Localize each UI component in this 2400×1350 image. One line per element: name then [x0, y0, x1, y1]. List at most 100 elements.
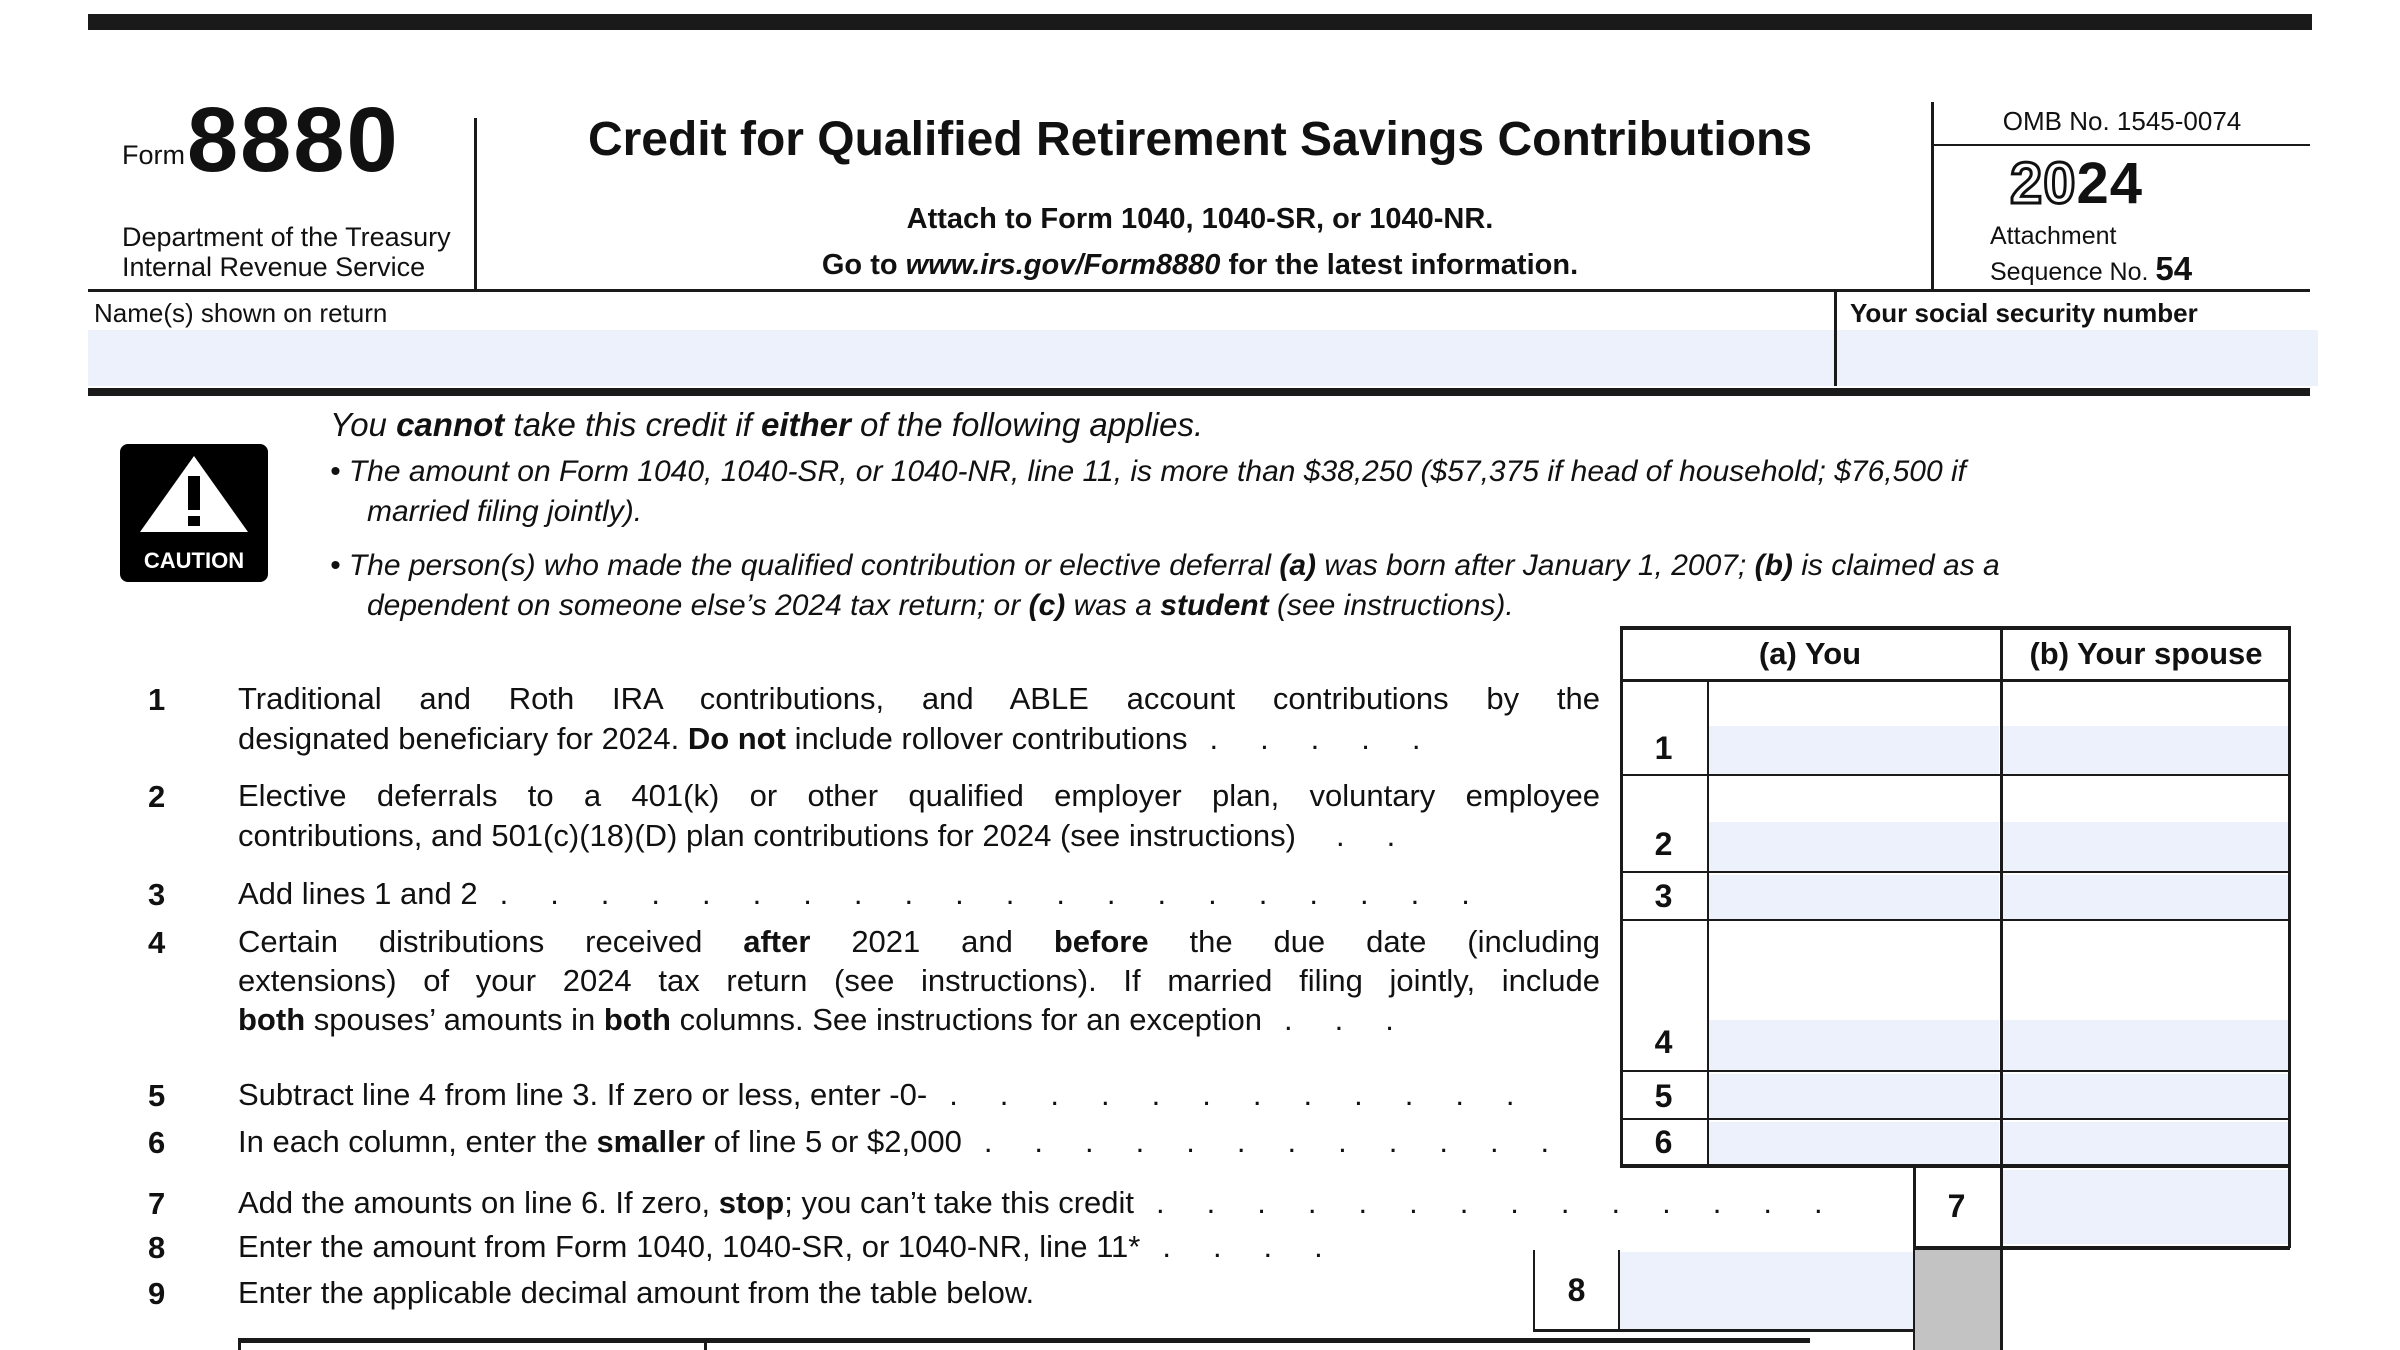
section-rule [88, 388, 2310, 396]
grid-line [1620, 626, 2290, 630]
line6-field-b[interactable] [2002, 1122, 2288, 1164]
omb-underline [1931, 144, 2310, 146]
omb-number: OMB No. 1545-0074 [2002, 106, 2242, 136]
grid-line [1913, 1250, 1915, 1350]
line5-field-b[interactable] [2002, 1074, 2288, 1118]
line1-field-a[interactable] [1709, 726, 1999, 774]
dot-leader: ............ [983, 1124, 1592, 1159]
dot-leader: .... [1162, 1229, 1365, 1264]
line2-field-a[interactable] [1709, 822, 1999, 871]
decimal-table-top-border [238, 1338, 1810, 1343]
ssn-label: Your social security number [1850, 298, 2198, 328]
caution-icon: CAUTION [120, 444, 268, 587]
line6-field-a[interactable] [1709, 1122, 1999, 1164]
grid-line [1620, 919, 2290, 921]
line5-field-a[interactable] [1709, 1074, 1999, 1118]
line9-text: Enter the applicable decimal amount from… [238, 1275, 1035, 1310]
attach-instruction: Attach to Form 1040, 1040-SR, or 1040-NR… [906, 203, 1494, 235]
grid-line [1620, 1118, 2290, 1120]
line4-number: 4 [148, 925, 166, 960]
form-number: 8880 [187, 89, 400, 191]
line4-field-a[interactable] [1709, 1020, 1999, 1070]
caution-bullet1-line1: • The amount on Form 1040, 1040-SR, or 1… [330, 455, 1966, 488]
line5-box-number: 5 [1654, 1078, 1673, 1114]
line6-number: 6 [148, 1125, 166, 1160]
grid-line [1620, 1070, 2290, 1072]
line4-box-number: 4 [1654, 1024, 1673, 1060]
grid-line [1913, 1246, 2290, 1250]
grid-line [1533, 1250, 1535, 1331]
column-header-a: (a) You [1758, 636, 1862, 671]
line3-box-number: 3 [1654, 878, 1673, 914]
line2-number: 2 [148, 779, 166, 814]
grid-line [1620, 774, 2290, 776]
line2-text-2: contributions, and 501(c)(18)(D) plan co… [238, 818, 1438, 853]
caution-bullet2-line2: dependent on someone else’s 2024 tax ret… [367, 589, 1514, 622]
line5-text: Subtract line 4 from line 3. If zero or … [238, 1077, 1557, 1112]
dot-leader: ..... [1209, 721, 1463, 756]
grid-line [704, 1343, 707, 1350]
caution-bullet1-line2: married filing jointly). [367, 495, 643, 528]
agency-line-1: Department of the Treasury [122, 222, 451, 252]
grid-line [1707, 679, 1709, 1166]
line4-text-2: extensions) of your 2024 tax return (see… [238, 963, 1600, 998]
name-label: Name(s) shown on return [94, 298, 388, 328]
grid-line [2000, 626, 2003, 1350]
line6-box-number: 6 [1654, 1124, 1673, 1160]
agency-line-2: Internal Revenue Service [122, 252, 426, 282]
grid-line [1620, 679, 2290, 682]
line2-box-number: 2 [1654, 826, 1673, 862]
line8-box-number: 8 [1567, 1272, 1586, 1308]
shaded-cell [1913, 1250, 2000, 1350]
line8-number: 8 [148, 1230, 166, 1265]
line5-number: 5 [148, 1078, 166, 1113]
line7-field[interactable] [2002, 1170, 2288, 1244]
attachment-label: Attachment [1990, 222, 2117, 250]
name-input[interactable] [88, 330, 1840, 386]
line2-text-1: Elective deferrals to a 401(k) or other … [238, 778, 1600, 813]
grid-line [1618, 1250, 1620, 1331]
header-bottom-rule [88, 289, 2310, 292]
line4-text-3: both spouses’ amounts in both columns. S… [238, 1002, 1436, 1037]
grid-line [1620, 626, 1623, 1166]
line1-text-1: Traditional and Roth IRA contributions, … [238, 681, 1600, 716]
line9-number: 9 [148, 1276, 166, 1311]
line6-text: In each column, enter the smaller of lin… [238, 1124, 1592, 1159]
line1-text-2: designated beneficiary for 2024. Do not … [238, 721, 1463, 756]
grid-line [2288, 626, 2291, 1248]
name-ssn-divider [1834, 291, 1837, 386]
line7-text: Add the amounts on line 6. If zero, stop… [238, 1185, 1865, 1220]
line8-field[interactable] [1620, 1252, 1913, 1329]
line1-box-number: 1 [1654, 730, 1673, 766]
goto-instruction: Go to www.irs.gov/Form8880 for the lates… [821, 249, 1579, 281]
line2-field-b[interactable] [2002, 822, 2288, 871]
tax-year: 2024 [2009, 150, 2144, 218]
top-rule [88, 14, 2312, 30]
dot-leader: .. [1335, 818, 1438, 853]
ssn-input[interactable] [1839, 330, 2318, 386]
line3-number: 3 [148, 877, 166, 912]
line7-box-number: 7 [1947, 1188, 1966, 1224]
dot-leader: .................... [499, 876, 1512, 911]
line4-field-b[interactable] [2002, 1020, 2288, 1070]
dot-leader: .............. [1156, 1185, 1865, 1220]
omb-box-border [1931, 102, 1934, 289]
line7-number: 7 [148, 1186, 166, 1221]
dot-leader: ... [1284, 1002, 1436, 1037]
dot-leader: ............ [949, 1077, 1557, 1112]
line1-number: 1 [148, 682, 166, 717]
line1-field-b[interactable] [2002, 726, 2288, 774]
line4-text-1: Certain distributions received after 202… [238, 924, 1600, 959]
line3-field-b[interactable] [2002, 875, 2288, 919]
page-title: Credit for Qualified Retirement Savings … [587, 113, 1813, 166]
tax-year-bold: 24 [2076, 151, 2144, 216]
line8-text: Enter the amount from Form 1040, 1040-SR… [238, 1229, 1365, 1264]
grid-line [1533, 1329, 1913, 1332]
header-divider [474, 118, 477, 289]
grid-line [1620, 1164, 2290, 1168]
sequence-label: Sequence No. 54 [1990, 250, 2193, 287]
line3-field-a[interactable] [1709, 875, 1999, 919]
form-label: Form [122, 140, 185, 170]
caution-bullet2-line1: • The person(s) who made the qualified c… [330, 549, 2000, 582]
